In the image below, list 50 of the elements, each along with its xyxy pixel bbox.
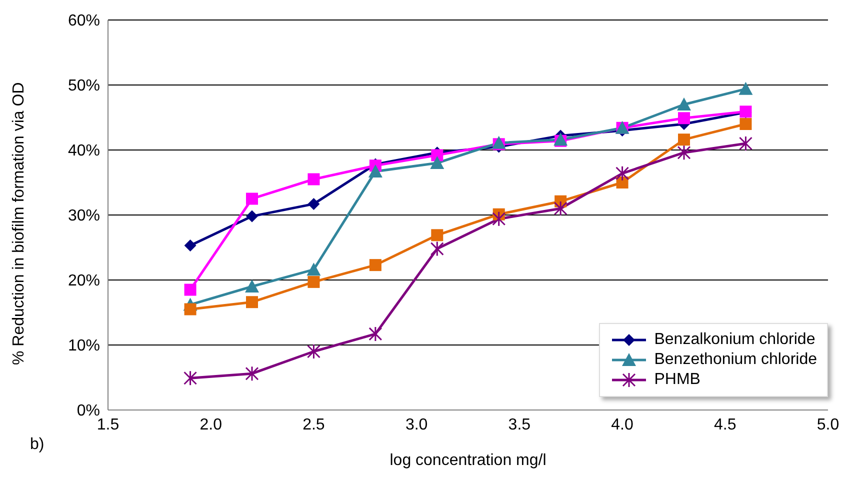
- x-tick-label: 2.5: [302, 416, 325, 434]
- y-tick-label: 20%: [68, 272, 100, 290]
- point: [368, 326, 382, 342]
- x-tick-label: 2.0: [200, 416, 222, 434]
- point: [306, 344, 320, 360]
- point: [246, 296, 258, 308]
- point: [554, 200, 568, 216]
- point: [678, 112, 690, 124]
- point: [245, 366, 259, 382]
- point: [184, 284, 196, 296]
- point: [184, 370, 198, 386]
- point: [431, 229, 444, 242]
- point: [430, 241, 444, 257]
- point: [246, 192, 258, 205]
- point: [184, 303, 196, 316]
- point: [431, 149, 444, 162]
- x-tick-label: 3.0: [405, 416, 428, 434]
- legend-label: Benzalkonium chloride: [654, 331, 816, 349]
- point: [492, 211, 506, 227]
- legend-label: PHMB: [654, 371, 700, 389]
- y-tick-label: 40%: [68, 142, 100, 160]
- x-axis-title: log concentration mg/l: [390, 452, 546, 469]
- point: [308, 276, 320, 288]
- point: [430, 156, 444, 169]
- x-tick-label: 4.0: [611, 416, 634, 434]
- x-tick-label: 3.5: [508, 416, 531, 434]
- point: [740, 118, 752, 130]
- legend-label: Benzethonium chloride: [654, 351, 817, 369]
- point: [677, 98, 691, 110]
- y-tick-label: 60%: [68, 12, 100, 30]
- y-tick-label: 50%: [68, 78, 100, 95]
- point: [184, 240, 196, 252]
- x-tick-label: 4.5: [714, 416, 736, 434]
- point: [245, 280, 259, 292]
- point: [738, 82, 753, 95]
- point: [677, 144, 691, 160]
- point: [678, 134, 690, 146]
- point: [308, 173, 320, 186]
- point: [738, 136, 752, 152]
- point: [369, 259, 382, 272]
- x-tick-label: 5.0: [816, 416, 840, 434]
- point: [246, 210, 258, 222]
- point: [368, 164, 382, 178]
- y-tick-label: 30%: [68, 208, 100, 225]
- point: [308, 198, 320, 210]
- point: [306, 262, 321, 276]
- point: [616, 166, 630, 182]
- y-axis-title: % Reduction in biofilm formation via OD: [10, 82, 28, 365]
- text: b): [30, 436, 44, 454]
- y-tick-label: 10%: [68, 338, 100, 355]
